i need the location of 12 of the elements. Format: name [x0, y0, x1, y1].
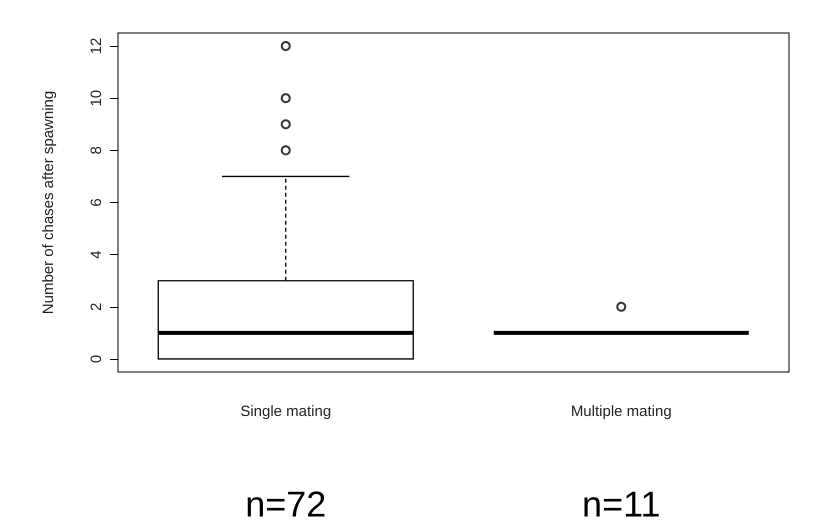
- y-tick-label: 0: [88, 354, 105, 364]
- text: n=11: [582, 484, 660, 524]
- x-tick-label: Multiple mating: [570, 403, 672, 420]
- y-axis-title: Number of chases after spawning: [40, 90, 57, 314]
- y-tick-label: 10: [88, 90, 105, 107]
- text: n=72: [245, 484, 326, 524]
- y-tick-label: 2: [88, 302, 105, 311]
- y-tick-label: 8: [88, 146, 105, 155]
- y-tick-label: 6: [88, 198, 105, 207]
- y-tick-label: 12: [88, 38, 105, 54]
- y-tick-label: 4: [88, 250, 105, 259]
- x-tick-label: Single mating: [240, 403, 332, 420]
